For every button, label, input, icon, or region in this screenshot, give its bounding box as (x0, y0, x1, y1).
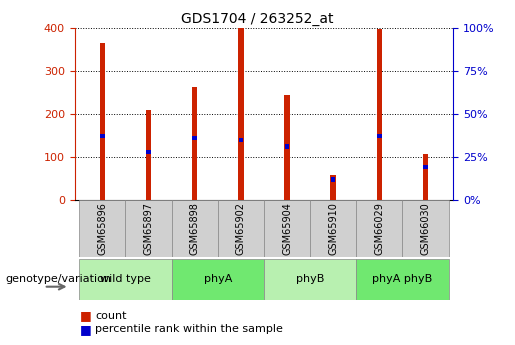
Text: GSM66030: GSM66030 (421, 202, 431, 255)
Text: wild type: wild type (100, 275, 151, 284)
Text: GSM65910: GSM65910 (328, 202, 338, 255)
FancyBboxPatch shape (171, 259, 264, 300)
FancyBboxPatch shape (171, 200, 218, 257)
Text: ■: ■ (80, 323, 92, 336)
Text: percentile rank within the sample: percentile rank within the sample (95, 325, 283, 334)
Bar (423, 154, 428, 200)
Bar (331, 177, 335, 181)
Text: ■: ■ (80, 309, 92, 322)
Text: GDS1704 / 263252_at: GDS1704 / 263252_at (181, 12, 334, 26)
Bar (146, 150, 151, 154)
Bar (100, 134, 105, 138)
FancyBboxPatch shape (79, 200, 126, 257)
Text: GSM65898: GSM65898 (190, 202, 200, 255)
Text: phyA: phyA (203, 275, 232, 284)
Text: GSM65904: GSM65904 (282, 202, 292, 255)
Bar (331, 175, 336, 200)
FancyBboxPatch shape (356, 200, 402, 257)
FancyBboxPatch shape (402, 200, 449, 257)
Text: phyA phyB: phyA phyB (372, 275, 433, 284)
FancyBboxPatch shape (264, 259, 356, 300)
Bar (423, 165, 428, 169)
Bar (238, 29, 244, 200)
Text: GSM66029: GSM66029 (374, 202, 384, 255)
Bar (238, 138, 243, 142)
FancyBboxPatch shape (310, 200, 356, 257)
Text: phyB: phyB (296, 275, 324, 284)
Bar (377, 134, 382, 138)
Text: genotype/variation: genotype/variation (5, 275, 111, 284)
Text: count: count (95, 311, 127, 321)
Bar (99, 43, 105, 200)
FancyBboxPatch shape (126, 200, 171, 257)
Bar (284, 95, 290, 200)
Bar (193, 136, 197, 140)
FancyBboxPatch shape (356, 259, 449, 300)
Text: GSM65896: GSM65896 (97, 202, 107, 255)
FancyBboxPatch shape (264, 200, 310, 257)
Bar (192, 87, 197, 200)
FancyBboxPatch shape (79, 259, 171, 300)
Bar (146, 110, 151, 200)
Text: GSM65902: GSM65902 (236, 202, 246, 255)
FancyBboxPatch shape (218, 200, 264, 257)
Bar (376, 29, 382, 200)
Text: GSM65897: GSM65897 (144, 202, 153, 255)
Bar (285, 145, 289, 149)
